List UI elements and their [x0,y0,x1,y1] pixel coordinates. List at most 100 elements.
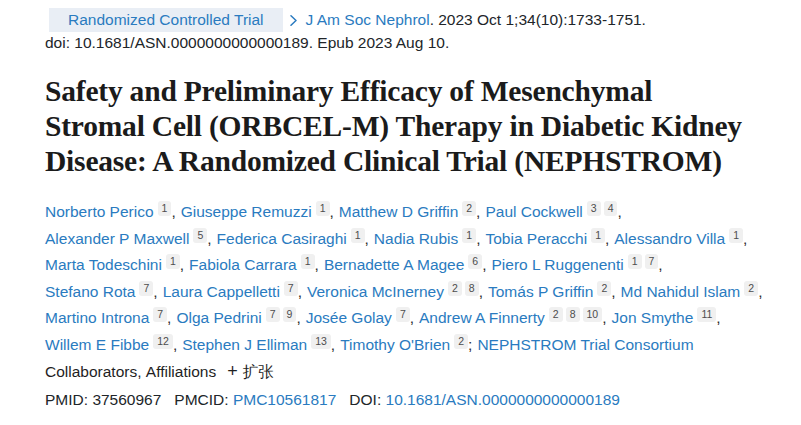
author-separator: , [716,309,720,326]
author-separator: , [365,230,369,247]
affiliation-superscript[interactable]: 2 [549,307,563,322]
author-separator: , [171,203,175,220]
pmid-label: PMID: [45,391,88,408]
author-link[interactable]: Tobia Peracchi [485,230,587,247]
affiliation-superscript[interactable]: 2 [462,201,476,216]
authors-list: Norberto Perico 1, Giuseppe Remuzzi 1, Matth… [45,199,771,359]
citation-details: . 2023 Oct 1;34(10):1733-1751. [430,11,646,29]
author-link[interactable]: Stephen J Elliman [182,336,307,353]
affiliation-superscript[interactable]: 1 [301,254,315,269]
doi-line: doi: 10.1681/ASN.0000000000000189. Epub … [45,33,771,53]
author-line: Willem E Fibbe12,Stephen J Elliman13,Tim… [45,332,771,359]
author-link[interactable]: Matthew D Griffin [339,203,458,220]
author-separator: , [482,256,486,273]
affiliation-superscript[interactable]: 13 [311,334,331,349]
author-link[interactable]: Olga Pedrini [176,309,261,326]
author-link[interactable]: Martino Introna [45,309,149,326]
article-title-line: Disease: A Randomized Clinical Trial (NE… [45,145,722,177]
article-title-line: Safety and Preliminary Efficacy of Mesen… [45,75,652,107]
affiliation-superscript[interactable]: 4 [604,201,618,216]
chevron-right-icon[interactable] [290,15,297,26]
author-link[interactable]: Giuseppe Remuzzi [181,203,312,220]
author-link[interactable]: Md Nahidul Islam [621,283,741,300]
journal-link[interactable]: J Am Soc Nephrol [306,11,430,29]
article-meta-row: Randomized Controlled Trial J Am Soc Nep… [45,8,771,32]
article-title-line: Stromal Cell (ORBCEL-M) Therapy in Diabe… [45,110,742,142]
affiliation-superscript[interactable]: 3 [587,201,601,216]
doi-group: DOI: 10.1681/ASN.0000000000000189 [349,391,620,408]
author-line: Marta Todeschini 1, Fabiola Carrara 1, Berna… [45,252,771,279]
affiliation-superscript[interactable]: 5 [193,228,207,243]
author-separator: , [315,256,319,273]
affiliation-superscript[interactable]: 1 [158,201,172,216]
affiliation-superscript[interactable]: 7 [284,281,298,296]
pmcid-group: PMCID: PMC10561817 [174,391,336,408]
affiliation-superscript[interactable]: 1 [729,228,743,243]
affiliation-superscript[interactable]: 1 [628,254,642,269]
author-link[interactable]: Tomás P Griffin [488,283,593,300]
author-link[interactable]: Federica Casiraghi [217,230,347,247]
author-separator: , [331,336,335,353]
pmcid-link[interactable]: PMC10561817 [233,391,336,408]
author-link[interactable]: Veronica McInerney [307,283,444,300]
author-separator: , [330,203,334,220]
affiliation-superscript[interactable]: 12 [153,334,173,349]
author-link[interactable]: Norberto Perico [45,203,154,220]
affiliation-superscript[interactable]: 7 [266,307,280,322]
author-link[interactable]: NEPHSTROM Trial Consortium [477,336,693,353]
affiliation-superscript[interactable]: 1 [166,254,180,269]
author-link[interactable]: Fabiola Carrara [189,256,297,273]
collaborators-link[interactable]: Collaborators, [45,361,142,382]
doi-link[interactable]: 10.1681/ASN.0000000000000189 [386,391,620,408]
affiliation-superscript[interactable]: 7 [153,307,167,322]
identifiers-row: PMID: 37560967 PMCID: PMC10561817 DOI: 10.… [45,389,771,410]
author-link[interactable]: Piero L Ruggenenti [492,256,624,273]
affiliation-superscript[interactable]: 2 [597,281,611,296]
author-line: Martino Introna7,Olga Pedrini79,Josée Go… [45,305,771,332]
affiliation-superscript[interactable]: 7 [139,281,153,296]
author-link[interactable]: Paul Cockwell [485,203,582,220]
author-link[interactable]: Timothy O'Brien [340,336,450,353]
plus-icon: + [227,361,238,382]
affiliation-superscript[interactable]: 7 [396,307,410,322]
author-link[interactable]: Alessandro Villa [614,230,725,247]
author-link[interactable]: Jon Smythe [612,309,694,326]
author-link[interactable]: Laura Cappelletti [163,283,280,300]
affiliation-superscript[interactable]: 1 [591,228,605,243]
author-line: Alexander P Maxwell 5, Federica Casiraghi 1… [45,226,771,253]
author-link[interactable]: Josée Golay [306,309,392,326]
affiliation-superscript[interactable]: 8 [566,307,580,322]
author-separator: , [479,283,483,300]
author-separator: , [476,203,480,220]
author-link[interactable]: Bernadette A Magee [324,256,464,273]
affiliation-superscript[interactable]: 1 [316,201,330,216]
affiliation-superscript[interactable]: 6 [468,254,482,269]
author-link[interactable]: Alexander P Maxwell [45,230,189,247]
author-link[interactable]: Andrew A Finnerty [419,309,545,326]
author-link[interactable]: Nadia Rubis [374,230,458,247]
affiliation-superscript[interactable]: 9 [283,307,297,322]
affiliation-superscript[interactable]: 1 [351,228,365,243]
author-separator: , [602,309,606,326]
author-link[interactable]: Willem E Fibbe [45,336,149,353]
publication-type-badge[interactable]: Randomized Controlled Trial [49,8,283,32]
affiliation-superscript[interactable]: 7 [645,254,659,269]
affiliations-link[interactable]: Affiliations [146,361,216,382]
author-link[interactable]: Marta Todeschini [45,256,162,273]
pubmed-article-page: Randomized Controlled Trial J Am Soc Nep… [0,0,801,410]
affiliation-superscript[interactable]: 8 [465,281,479,296]
author-separator: , [658,256,662,273]
pmid-group: PMID: 37560967 [45,391,161,408]
affiliation-superscript[interactable]: 10 [583,307,603,322]
author-link[interactable]: Stefano Rota [45,283,135,300]
affiliation-superscript[interactable]: 1 [462,228,476,243]
author-separator: , [298,283,302,300]
affiliation-superscript[interactable]: 2 [454,334,468,349]
affiliation-superscript[interactable]: 11 [697,307,716,322]
article-title: Safety and Preliminary Efficacy of Mesen… [45,74,771,179]
author-separator: , [410,309,414,326]
expand-button[interactable]: + 扩张 [227,361,274,382]
affiliation-superscript[interactable]: 2 [448,281,462,296]
affiliation-superscript[interactable]: 2 [744,281,758,296]
author-separator: , [180,256,184,273]
